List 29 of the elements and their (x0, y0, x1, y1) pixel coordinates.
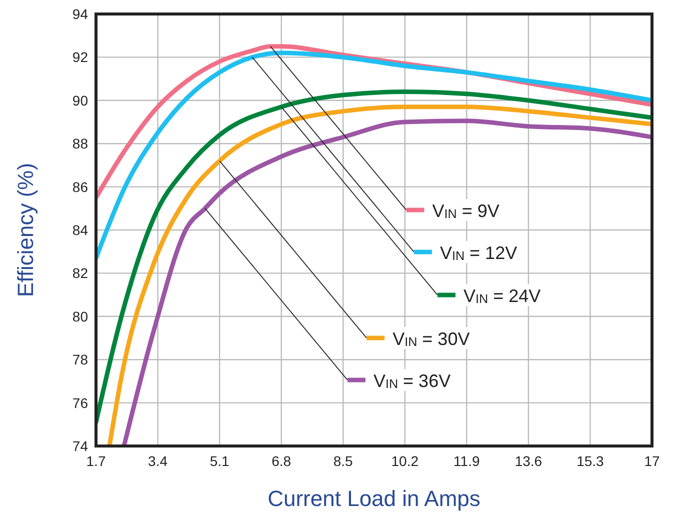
line-series (96, 50, 652, 260)
legend-label: VIN = 24V (463, 286, 541, 306)
x-axis-title: Current Load in Amps (268, 486, 480, 511)
x-tick-label: 5.1 (210, 453, 230, 469)
y-tick-label: 88 (72, 136, 88, 152)
y-tick-label: 76 (72, 394, 88, 411)
y-tick-label: 82 (72, 265, 88, 282)
y-tick-label: 86 (72, 178, 88, 195)
legend-label: VIN = 9V (432, 201, 500, 222)
x-tick-label: 1.7 (86, 453, 106, 469)
y-tick-label: 90 (72, 92, 88, 108)
x-tick-label: 10.2 (391, 453, 419, 469)
y-axis-title: Efficiency (%) (13, 162, 38, 298)
legend-label: VIN = 30V (392, 329, 470, 350)
x-tick-label: 13.6 (514, 453, 542, 469)
y-tick-label: 78 (72, 352, 88, 368)
y-tick-label: 84 (72, 222, 88, 238)
legend-label: VIN = 12V (440, 243, 518, 264)
y-tick-label: 74 (72, 438, 88, 454)
x-tick-label: 3.4 (148, 453, 168, 469)
legend-label: VIN = 36V (373, 371, 451, 392)
x-tick-label: 15.3 (576, 453, 604, 469)
x-tick-label: 11.9 (454, 453, 480, 469)
y-tick-label: 80 (72, 308, 88, 324)
y-tick-label: 92 (72, 49, 88, 66)
y-tick-label: 94 (72, 6, 88, 22)
x-tick-label: 17 (644, 453, 660, 469)
x-tick-label: 6.8 (272, 453, 292, 469)
x-tick-label: 8.5 (333, 453, 354, 469)
